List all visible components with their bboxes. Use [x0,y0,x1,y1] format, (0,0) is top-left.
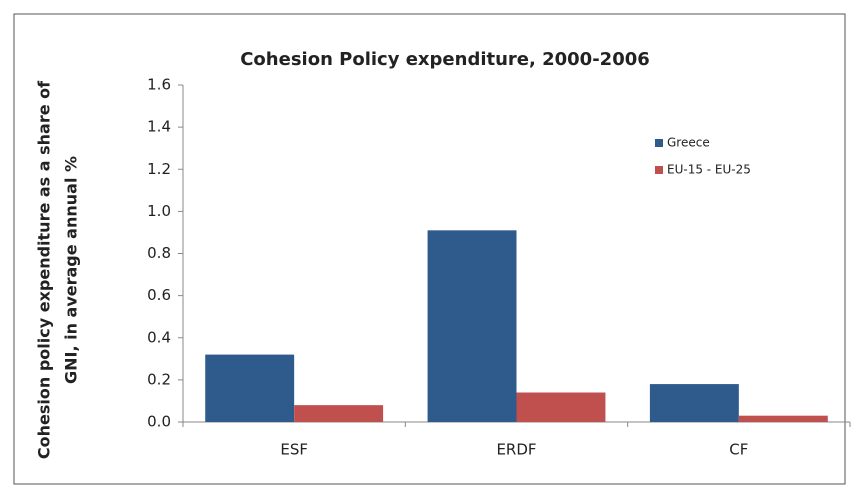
legend-swatch [655,139,663,147]
bar [205,354,295,422]
y-tick-label: 0.4 [147,328,171,346]
bar [516,392,606,422]
legend-swatch [655,166,663,174]
y-tick-label: 0.8 [147,244,171,262]
y-tick-label: 0.6 [147,286,171,304]
x-tick-label: ERDF [496,441,536,459]
x-tick-label: CF [729,441,748,459]
bar [294,405,384,422]
legend-label: Greece [667,136,710,150]
x-tick-label: ESF [280,441,308,459]
y-tick-label: 1.2 [147,160,171,178]
y-tick-label: 1.0 [147,202,171,220]
legend-label: EU-15 - EU-25 [667,163,751,177]
y-tick-label: 0.0 [147,413,171,431]
y-tick-label: 1.4 [147,118,171,136]
bar [427,230,517,422]
chart-frame [13,13,846,485]
chart-title: Cohesion Policy expenditure, 2000-2006 [240,49,650,70]
y-axis-label-line: Cohesion policy expenditure as a share o… [35,80,54,459]
y-axis-label: Cohesion policy expenditure as a share o… [35,80,81,459]
y-tick-label: 1.6 [147,76,171,94]
y-tick-label: 0.2 [147,370,171,388]
y-axis-label-line: GNI, in average annual % [62,156,81,384]
bar [649,384,739,422]
bar [738,415,828,422]
